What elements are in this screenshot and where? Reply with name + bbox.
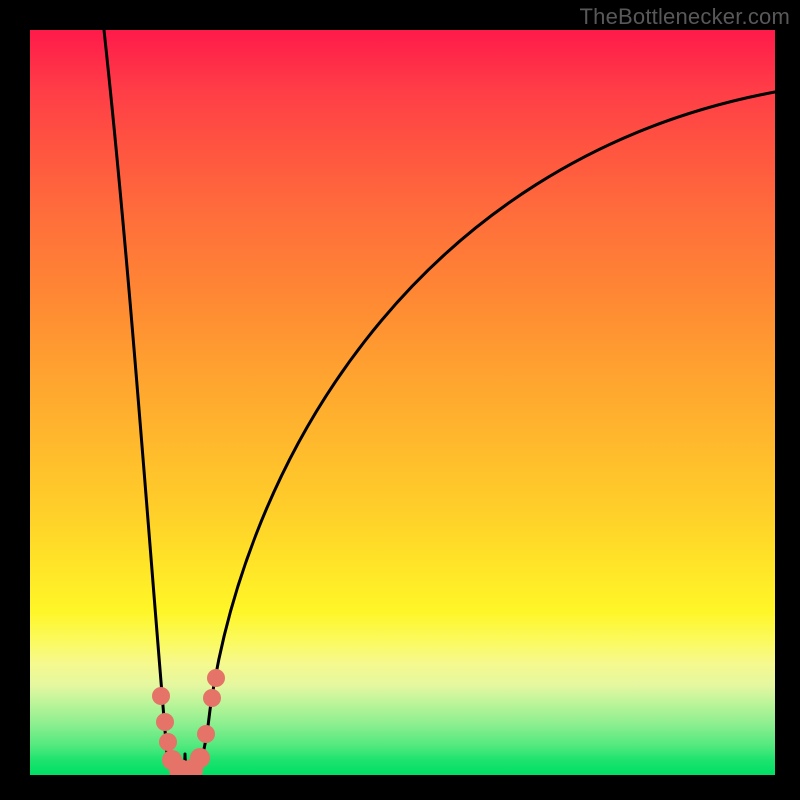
curve-marker <box>152 687 170 705</box>
curve-marker <box>207 669 225 687</box>
curve-marker <box>197 725 215 743</box>
curve-marker <box>156 713 174 731</box>
curve-marker <box>159 733 177 751</box>
curve-marker <box>190 748 210 768</box>
bottleneck-curve <box>104 30 775 772</box>
watermark-text: TheBottlenecker.com <box>580 4 790 30</box>
plot-area <box>30 30 775 775</box>
curve-layer <box>30 30 775 775</box>
curve-marker <box>203 689 221 707</box>
chart-container: TheBottlenecker.com <box>0 0 800 800</box>
